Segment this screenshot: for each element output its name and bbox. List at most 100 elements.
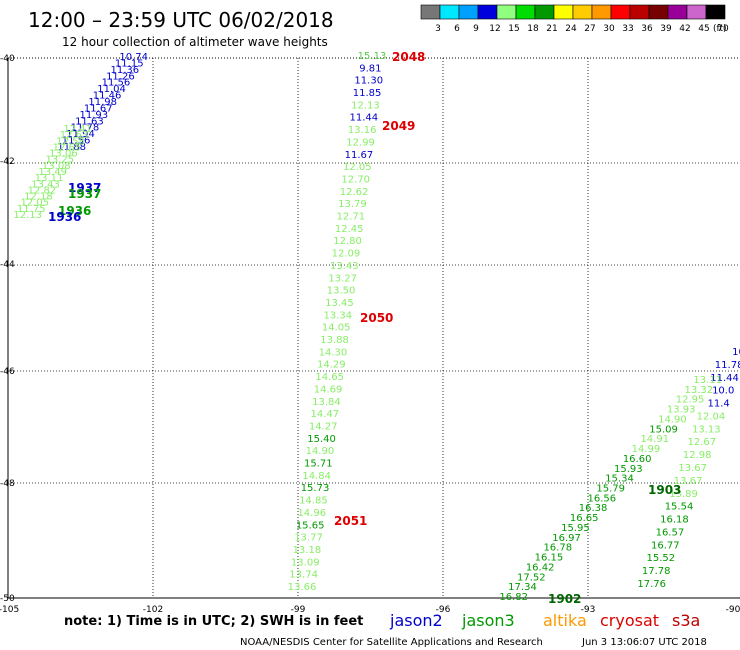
swh-label: 10.74	[119, 52, 148, 63]
satellite-s3a: s3a	[672, 611, 700, 630]
legend-swatch	[629, 4, 650, 20]
swh-label: 13.27	[328, 273, 357, 284]
swh-label: 12.80	[333, 236, 362, 247]
legend-label: 9	[473, 24, 479, 34]
swh-label: 14.05	[322, 323, 351, 334]
legend-swatch	[515, 4, 536, 20]
swh-label: 12.98	[683, 450, 712, 461]
legend-label: 24	[565, 24, 577, 34]
legend-label: 45	[698, 24, 709, 34]
pass-time-label: 1902	[548, 592, 581, 606]
swh-label: 11.56	[62, 136, 91, 147]
swh-label: 11.44	[710, 373, 739, 384]
swh-label: 17.34	[508, 582, 537, 593]
swh-label: 12.65	[53, 142, 82, 153]
swh-label: 14.27	[309, 421, 338, 432]
swh-label: 13.84	[312, 397, 341, 408]
swh-label: 11.67	[345, 150, 374, 161]
swh-label: 12.13	[351, 100, 380, 111]
swh-label: 11.67	[84, 103, 113, 114]
swh-label: 13.18	[293, 545, 322, 556]
lat-label: -40	[0, 54, 15, 64]
footer-credit: NOAA/NESDIS Center for Satellite Applica…	[240, 637, 543, 648]
pass-time-label: 1903	[648, 483, 681, 497]
legend-unit: (ft)	[713, 24, 727, 34]
pass-time-label: 2050	[360, 311, 393, 325]
swh-label: 10.0	[712, 386, 734, 397]
swh-label: 13.67	[674, 476, 703, 487]
swh-label: 14.69	[314, 384, 343, 395]
legend-label: 33	[622, 24, 633, 34]
swh-label: 11.26	[106, 71, 135, 82]
legend-swatch	[667, 4, 688, 20]
swh-label: 13.77	[294, 533, 323, 544]
swh-label: 13.79	[338, 199, 367, 210]
pass-time-label: 2048	[392, 50, 425, 64]
swh-label: 10.	[732, 347, 740, 358]
pass-time-label: 1936	[58, 204, 91, 218]
swh-label: 11.98	[88, 97, 117, 108]
color-legend	[420, 4, 726, 20]
swh-label: 11.93	[80, 110, 109, 121]
lat-label: -42	[0, 157, 15, 167]
swh-label: 14.85	[299, 496, 328, 507]
legend-swatch	[705, 4, 726, 20]
swh-label: 13.32	[685, 385, 714, 396]
swh-label: 12.99	[346, 137, 375, 148]
latitude-labels: -40 -42 -44 -46 -48 -50	[0, 54, 15, 604]
swh-label: 16.60	[623, 454, 652, 465]
legend-label: 21	[546, 24, 557, 34]
swh-label: 15.93	[614, 464, 643, 475]
lon-label: -99	[291, 605, 306, 615]
swh-label: 11.75	[17, 204, 46, 215]
swh-label: 12.58	[56, 136, 85, 147]
legend-swatch	[610, 4, 631, 20]
swh-label: 11.78	[71, 123, 100, 134]
pass-time-label: 1936	[48, 210, 81, 224]
swh-label: 12.70	[341, 174, 370, 185]
swh-label: 13.93	[667, 405, 696, 416]
legend-swatch	[534, 4, 555, 20]
swh-label: 15.40	[307, 434, 336, 445]
swh-label: 12.67	[687, 437, 716, 448]
swh-label: 11.04	[97, 84, 126, 95]
swh-label: 12.04	[697, 411, 726, 422]
swh-label: 14.29	[317, 360, 346, 371]
swh-label: 15.52	[646, 553, 675, 564]
longitude-labels: -105 -102 -99 -96 -93 -90	[0, 605, 740, 615]
color-legend-labels: 3 6 9 12 15 18 21 24 27 30 33 36 39 42 45 70	[435, 24, 729, 34]
legend-swatch	[553, 4, 574, 20]
legend-label: 42	[679, 24, 690, 34]
legend-swatch	[686, 4, 707, 20]
lat-label: -44	[0, 260, 15, 270]
swh-label: 13.11	[693, 375, 722, 386]
legend-label: 30	[603, 24, 615, 34]
pass-time-label: 2051	[334, 514, 367, 528]
swh-label: 13.13	[692, 424, 721, 435]
swh-label: 15.13	[358, 51, 387, 62]
swh-label: 16.57	[656, 527, 685, 538]
lon-label: -90	[726, 605, 740, 615]
swh-label: 14.96	[297, 508, 326, 519]
swh-label: 14.99	[632, 444, 661, 455]
swh-label: 13.11	[35, 173, 64, 184]
pass-time-label: 1937	[68, 181, 101, 195]
legend-swatch	[458, 4, 479, 20]
swh-label: 16.42	[526, 562, 555, 573]
swh-label: 15.73	[301, 483, 330, 494]
pass-time-label: 2049	[382, 119, 415, 133]
swh-label: 17.52	[517, 572, 546, 583]
swh-label: 13.66	[288, 582, 317, 593]
swh-label: 13.08	[42, 161, 71, 172]
swh-label: 14.90	[306, 446, 335, 457]
swh-label: 16.38	[579, 503, 608, 514]
swh-label: 12.09	[332, 249, 361, 260]
swh-label: 9.81	[359, 63, 381, 74]
satellite-altika: altika	[543, 611, 587, 630]
swh-label: 13.67	[678, 463, 707, 474]
swh-label: 11.85	[353, 88, 382, 99]
swh-label: 12.13	[13, 210, 42, 221]
swh-label: 13.49	[38, 167, 67, 178]
swh-label: 16.78	[543, 543, 572, 554]
swh-label: 17.78	[642, 566, 671, 577]
